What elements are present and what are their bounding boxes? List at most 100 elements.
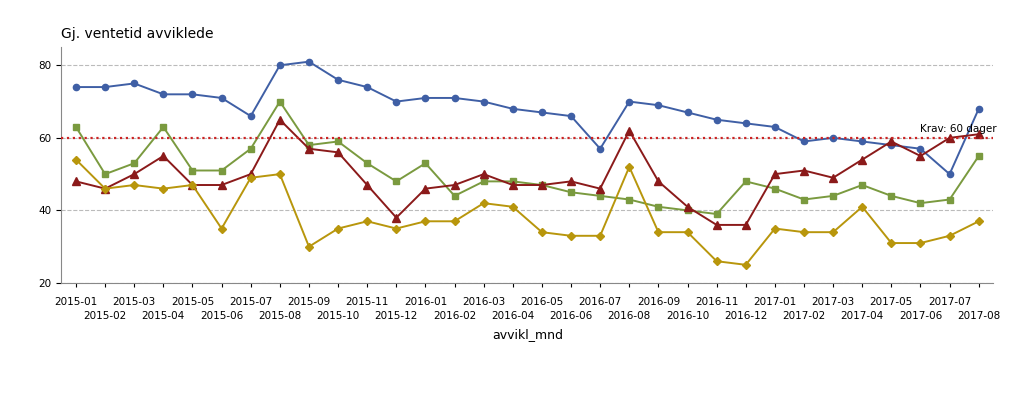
Somatikk <box>914 146 927 151</box>
PHBU <box>943 136 955 140</box>
Text: 2015-12: 2015-12 <box>375 311 418 321</box>
PHV <box>973 154 985 158</box>
PHBU <box>536 183 548 187</box>
PHV <box>624 197 636 202</box>
Text: 2015-10: 2015-10 <box>316 311 359 321</box>
Somatikk <box>303 59 315 64</box>
TSB <box>390 226 402 231</box>
TSB <box>594 233 606 238</box>
PHV <box>273 99 286 104</box>
PHV <box>885 193 897 198</box>
TSB <box>215 226 227 231</box>
PHV <box>798 197 810 202</box>
PHV <box>99 172 112 176</box>
PHBU <box>827 175 840 180</box>
TSB <box>769 226 781 231</box>
Text: 2015-11: 2015-11 <box>345 297 389 307</box>
Somatikk <box>332 77 344 82</box>
Line: Somatikk: Somatikk <box>73 59 982 177</box>
Somatikk <box>856 139 868 144</box>
Somatikk <box>507 107 519 111</box>
PHV <box>565 190 578 195</box>
Somatikk <box>419 95 431 100</box>
PHV <box>128 161 140 165</box>
PHV <box>332 139 344 144</box>
TSB <box>943 233 955 238</box>
PHBU <box>973 132 985 137</box>
TSB <box>70 157 82 162</box>
PHV <box>419 161 431 165</box>
PHV <box>856 183 868 187</box>
Somatikk <box>273 63 286 68</box>
Text: 2016-02: 2016-02 <box>433 311 476 321</box>
TSB <box>477 201 489 206</box>
PHV <box>594 193 606 198</box>
PHBU <box>798 168 810 173</box>
Somatikk <box>390 99 402 104</box>
PHV <box>681 208 693 213</box>
Text: 2017-07: 2017-07 <box>928 297 971 307</box>
Somatikk <box>158 92 170 97</box>
Somatikk <box>827 136 840 140</box>
PHBU <box>449 183 461 187</box>
TSB <box>419 219 431 224</box>
Text: 2015-05: 2015-05 <box>171 297 214 307</box>
PHV <box>943 197 955 202</box>
Text: 2016-11: 2016-11 <box>695 297 738 307</box>
Text: avvikl_mnd: avvikl_mnd <box>492 328 563 341</box>
TSB <box>914 241 927 245</box>
TSB <box>332 226 344 231</box>
PHV <box>245 146 257 151</box>
Text: 2016-03: 2016-03 <box>462 297 505 307</box>
TSB <box>565 233 578 238</box>
Somatikk <box>215 95 227 100</box>
PHBU <box>594 186 606 191</box>
TSB <box>158 186 170 191</box>
PHBU <box>739 222 752 227</box>
Somatikk <box>769 125 781 129</box>
Line: PHBU: PHBU <box>72 116 983 229</box>
Text: 2017-08: 2017-08 <box>957 311 1000 321</box>
PHV <box>186 168 199 173</box>
PHV <box>158 125 170 129</box>
TSB <box>624 165 636 169</box>
TSB <box>361 219 374 224</box>
PHBU <box>914 154 927 158</box>
Somatikk <box>245 114 257 118</box>
Somatikk <box>681 110 693 115</box>
PHV <box>536 183 548 187</box>
PHV <box>303 143 315 147</box>
TSB <box>273 172 286 176</box>
Somatikk <box>973 107 985 111</box>
PHV <box>507 179 519 184</box>
PHBU <box>245 172 257 176</box>
PHV <box>769 186 781 191</box>
Text: 2016-07: 2016-07 <box>579 297 622 307</box>
PHBU <box>332 150 344 155</box>
TSB <box>739 263 752 267</box>
PHBU <box>215 183 227 187</box>
PHV <box>215 168 227 173</box>
Somatikk <box>449 95 461 100</box>
Somatikk <box>536 110 548 115</box>
TSB <box>798 230 810 235</box>
PHBU <box>477 172 489 176</box>
Text: 2015-04: 2015-04 <box>141 311 185 321</box>
PHBU <box>652 179 665 184</box>
PHBU <box>70 179 82 184</box>
Text: 2016-04: 2016-04 <box>492 311 535 321</box>
PHBU <box>99 186 112 191</box>
TSB <box>827 230 840 235</box>
Text: 2017-04: 2017-04 <box>841 311 884 321</box>
TSB <box>885 241 897 245</box>
Text: 2015-09: 2015-09 <box>288 297 331 307</box>
TSB <box>536 230 548 235</box>
Somatikk <box>943 172 955 176</box>
Text: 2015-02: 2015-02 <box>84 311 127 321</box>
Somatikk <box>594 146 606 151</box>
Text: 2015-06: 2015-06 <box>200 311 244 321</box>
PHBU <box>186 183 199 187</box>
PHBU <box>507 183 519 187</box>
Text: 2016-06: 2016-06 <box>550 311 593 321</box>
Text: 2015-08: 2015-08 <box>258 311 301 321</box>
